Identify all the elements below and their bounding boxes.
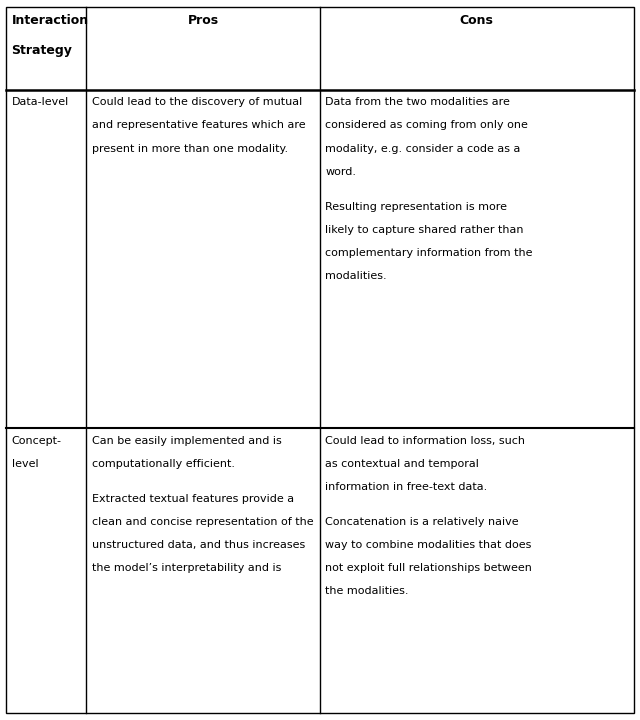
Text: Cons: Cons xyxy=(460,14,493,27)
Text: Concept-

level: Concept- level xyxy=(12,436,61,469)
Text: Data from the two modalities are

considered as coming from only one

modality, : Data from the two modalities are conside… xyxy=(325,97,532,282)
Text: Data-level: Data-level xyxy=(12,97,68,107)
Text: Interaction

Strategy: Interaction Strategy xyxy=(12,14,89,58)
Text: Can be easily implemented and is

computationally efficient.


Extracted textual: Can be easily implemented and is computa… xyxy=(92,436,313,573)
Text: Could lead to the discovery of mutual

and representative features which are

pr: Could lead to the discovery of mutual an… xyxy=(92,97,305,153)
Text: Could lead to information loss, such

as contextual and temporal

information in: Could lead to information loss, such as … xyxy=(325,436,532,596)
Text: Pros: Pros xyxy=(188,14,219,27)
